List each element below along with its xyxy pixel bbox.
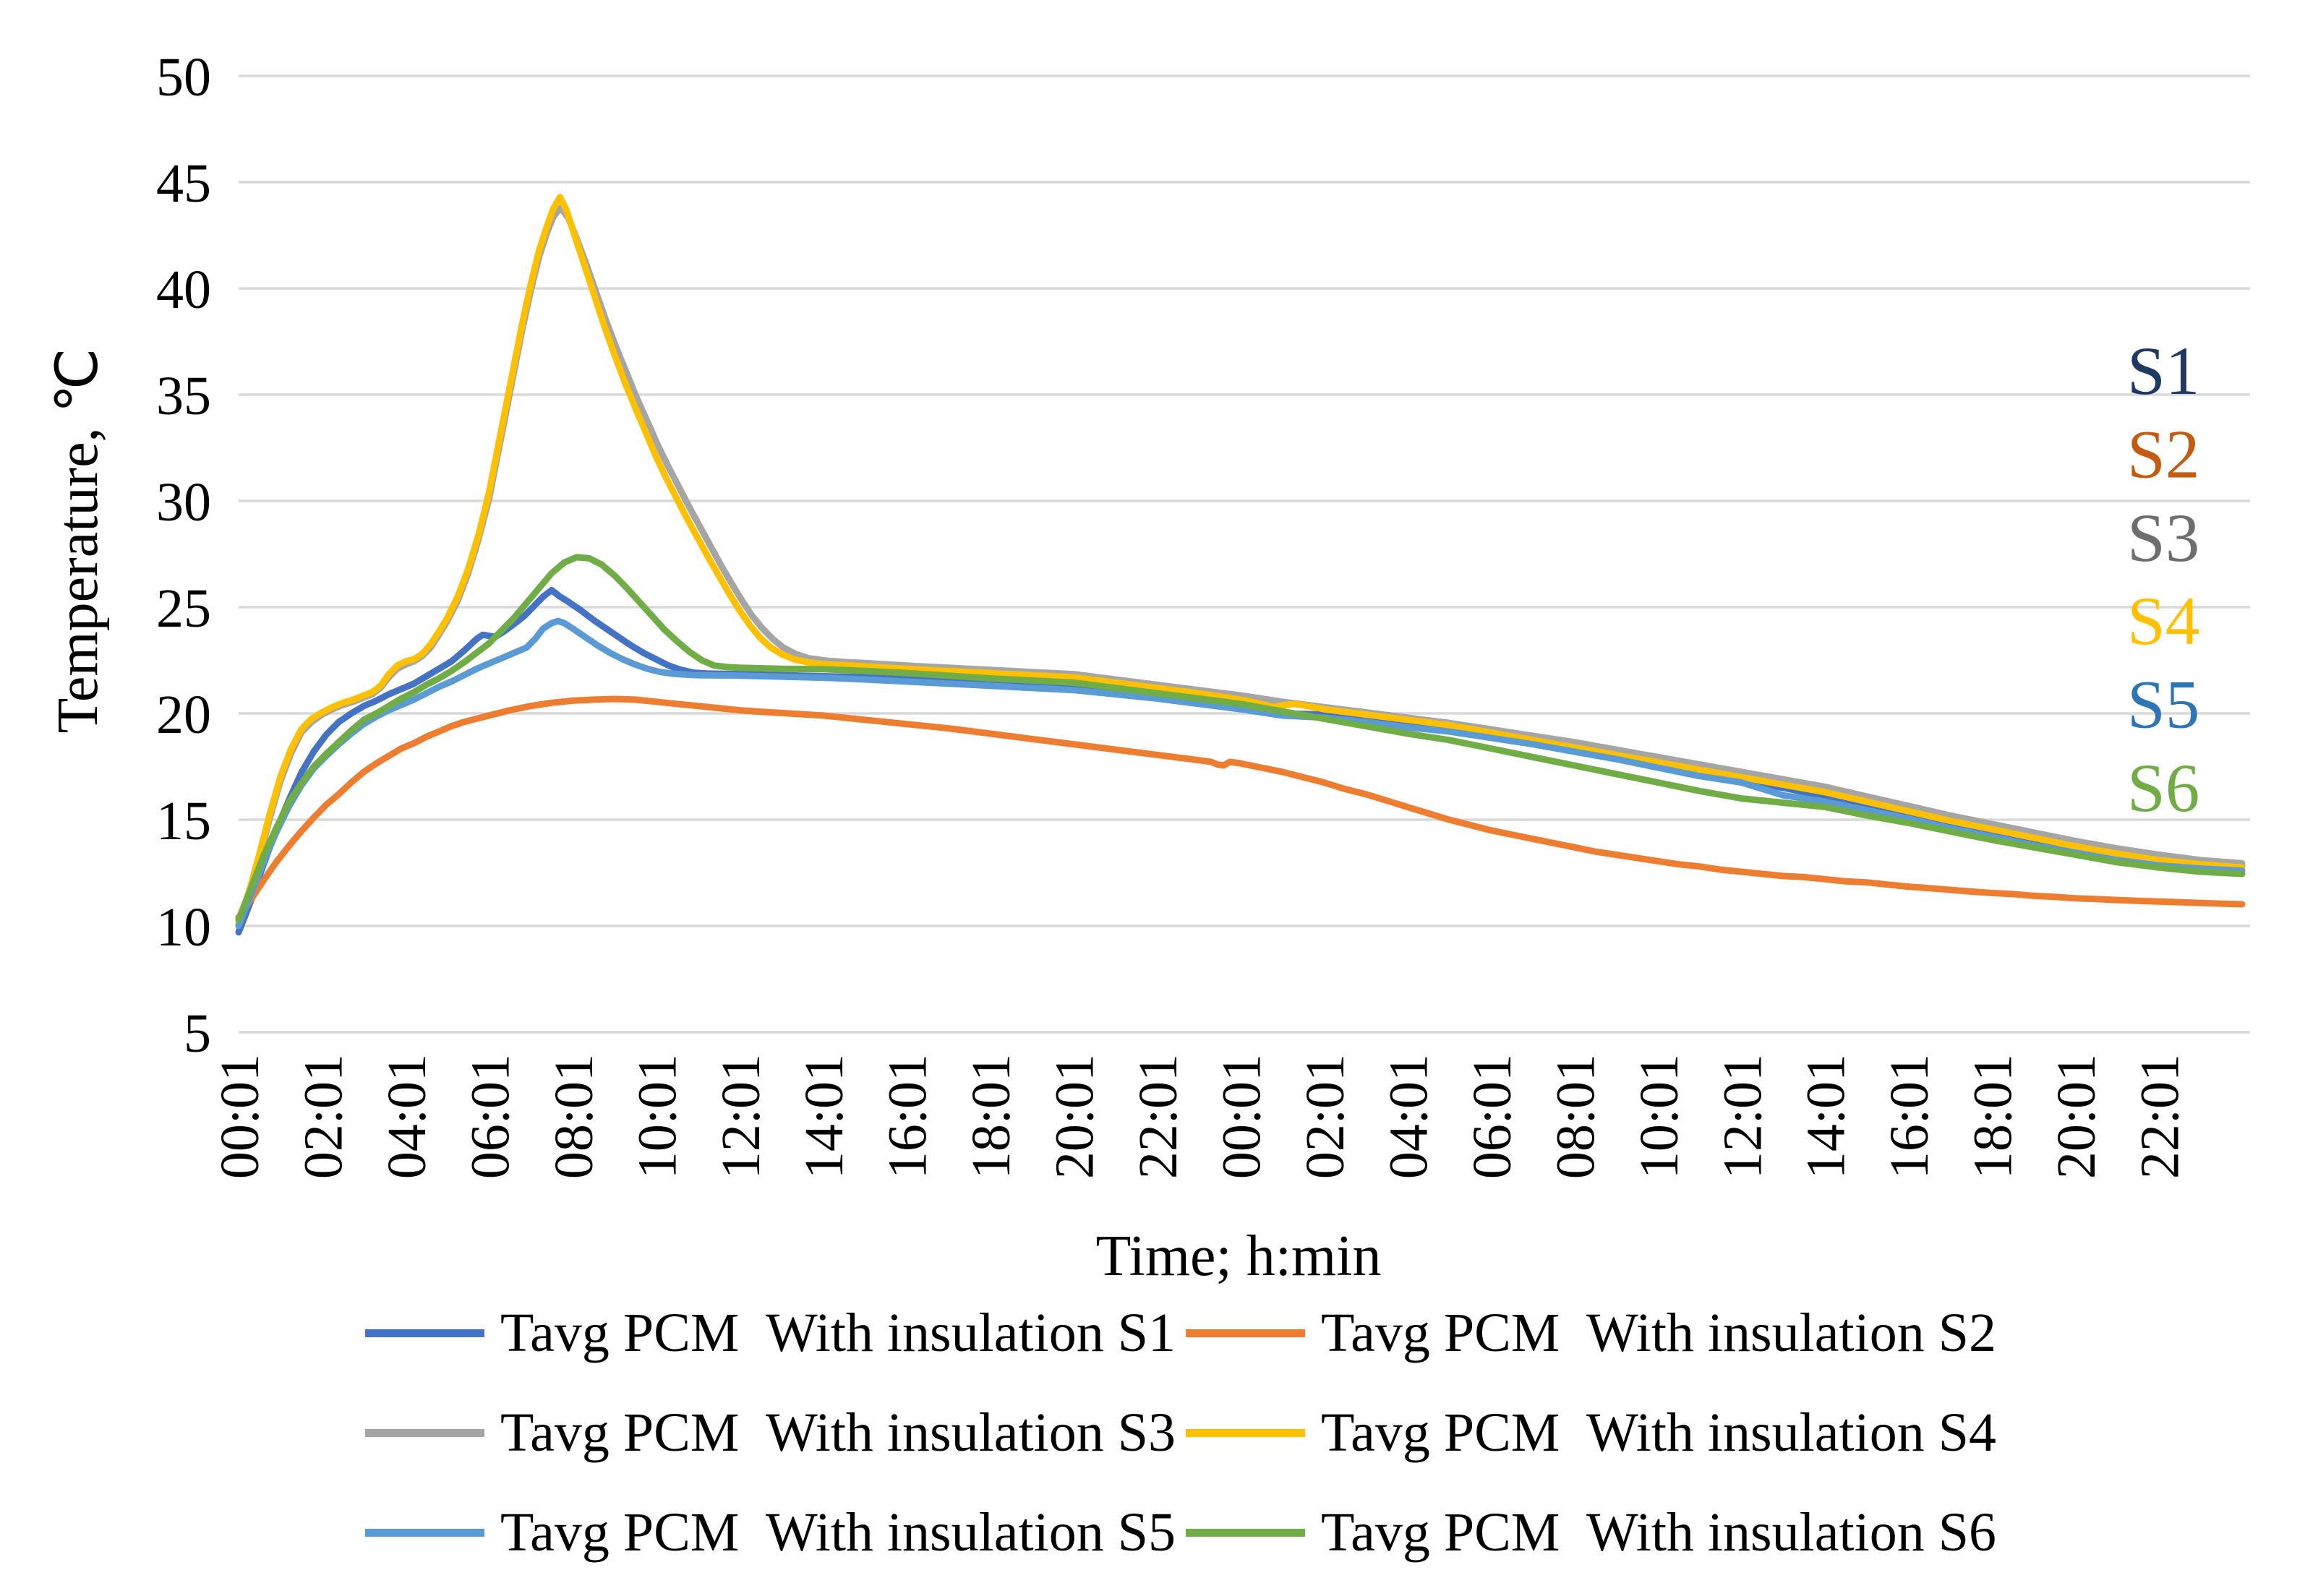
series-label-s6: S6 [2127, 750, 2199, 826]
x-tick-label: 06:01 [460, 1054, 521, 1179]
series-line-s5 [235, 617, 2246, 930]
x-tick-label: 22:01 [2130, 1054, 2191, 1179]
legend-swatch-s1 [365, 1329, 484, 1337]
legend-label-s3: Tavg PCM With insulation S3 [500, 1402, 1176, 1463]
x-tick-label: 18:01 [1963, 1054, 2024, 1179]
y-tick-label: 30 [156, 472, 211, 533]
legend-swatch-s6 [1186, 1528, 1305, 1537]
series-label-s5: S5 [2127, 666, 2199, 743]
x-tick-label: 06:01 [1462, 1054, 1523, 1179]
x-tick-label: 12:01 [711, 1054, 771, 1179]
series-line-s6 [235, 554, 2246, 923]
legend-item-s2: Tavg PCM With insulation S2 [1186, 1301, 1996, 1365]
x-tick-label: 14:01 [1796, 1054, 1857, 1179]
y-axis-title: Temperature, ℃ [46, 348, 110, 734]
x-tick-label: 14:01 [794, 1054, 855, 1179]
y-tick-label: 50 [156, 47, 211, 108]
x-tick-label: 18:01 [961, 1054, 1022, 1179]
series-line-s4 [235, 194, 2246, 927]
y-tick-label: 40 [156, 259, 211, 320]
legend-swatch-s3 [365, 1428, 484, 1437]
legend-swatch-s5 [365, 1528, 484, 1537]
series-label-s4: S4 [2127, 583, 2199, 659]
y-tick-label: 15 [156, 791, 211, 851]
x-tick-label: 08:01 [1545, 1054, 1606, 1179]
x-tick-label: 20:01 [1045, 1054, 1106, 1179]
x-tick-label: 02:01 [1295, 1054, 1356, 1179]
x-tick-label: 04:01 [377, 1054, 437, 1179]
legend-label-s1: Tavg PCM With insulation S1 [500, 1303, 1176, 1363]
x-tick-label: 20:01 [2046, 1054, 2107, 1179]
y-tick-label: 25 [156, 578, 211, 639]
x-tick-label: 04:01 [1378, 1054, 1439, 1179]
legend-item-s6: Tavg PCM With insulation S6 [1186, 1501, 1996, 1564]
y-tick-label: 10 [156, 897, 211, 958]
legend-label-s6: Tavg PCM With insulation S6 [1321, 1502, 1996, 1563]
series-line-s2 [235, 695, 2246, 921]
legend: Tavg PCM With insulation S1 Tavg PCM With… [365, 1301, 1996, 1564]
y-tick-label: 20 [156, 685, 211, 745]
series-label-s1: S1 [2127, 332, 2199, 409]
y-tick-label: 45 [156, 153, 211, 214]
legend-swatch-s4 [1186, 1428, 1305, 1437]
legend-label-s5: Tavg PCM With insulation S5 [500, 1502, 1176, 1563]
legend-label-s2: Tavg PCM With insulation S2 [1321, 1303, 1996, 1363]
x-tick-label: 16:01 [878, 1054, 938, 1179]
series-label-s2: S2 [2127, 416, 2199, 492]
legend-label-s4: Tavg PCM With insulation S4 [1321, 1402, 1996, 1463]
x-tick-label: 16:01 [1879, 1054, 1940, 1179]
legend-swatch-s2 [1186, 1329, 1305, 1337]
legend-item-s3: Tavg PCM With insulation S3 [365, 1401, 1186, 1464]
legend-item-s1: Tavg PCM With insulation S1 [365, 1301, 1186, 1365]
x-tick-label: 10:01 [1629, 1054, 1690, 1179]
x-tick-label: 00:01 [1212, 1054, 1273, 1179]
x-tick-label: 12:01 [1712, 1054, 1773, 1179]
y-tick-label: 35 [156, 366, 211, 426]
legend-item-s4: Tavg PCM With insulation S4 [1186, 1401, 1996, 1464]
x-tick-label: 22:01 [1128, 1054, 1189, 1179]
x-axis-title: Time; h:min [1095, 1224, 1382, 1288]
x-tick-label: 02:01 [294, 1054, 354, 1179]
y-tick-label: 5 [184, 1003, 211, 1064]
series-label-s3: S3 [2127, 499, 2199, 576]
legend-item-s5: Tavg PCM With insulation S5 [365, 1501, 1186, 1564]
x-tick-label: 08:01 [544, 1054, 604, 1179]
x-tick-label: 10:01 [627, 1054, 688, 1179]
x-tick-label: 00:01 [210, 1054, 270, 1179]
